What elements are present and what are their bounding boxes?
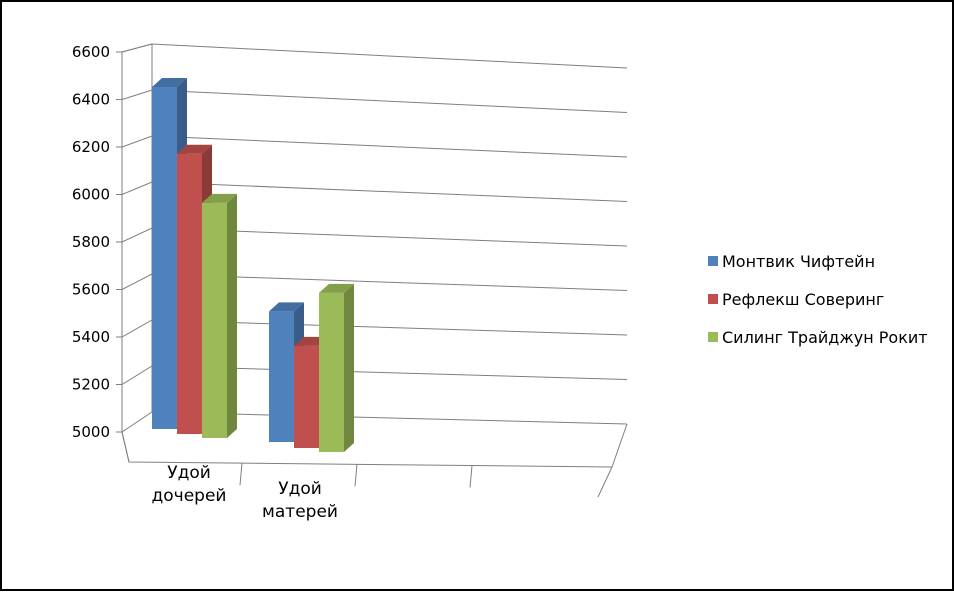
- legend-swatch: [708, 256, 718, 266]
- y-axis-tick-label: 5200: [72, 376, 110, 394]
- gridline: [121, 43, 628, 69]
- floor-category-tick: [239, 463, 243, 486]
- gridline: [121, 89, 628, 113]
- legend-swatch: [708, 332, 718, 342]
- x-axis-category-label: матерей: [262, 502, 338, 522]
- legend-swatch: [708, 294, 718, 304]
- y-axis-tick-label: 6200: [72, 138, 110, 156]
- floor-right-tick: [597, 466, 613, 498]
- legend-entry-label: Силинг Трайджун Рокит: [722, 328, 928, 347]
- x-axis-category-label: дочерей: [152, 486, 227, 506]
- bar-top: [319, 283, 354, 293]
- x-axis-category-label: Удой: [167, 463, 211, 483]
- chart-legend: Монтвик Чифтейн Рефлекш Соверинг Силинг Тр…: [708, 252, 928, 347]
- bar-front: [202, 202, 227, 438]
- y-axis-tick-labels: 5000 5200 5400 5600 5800 6000 6200 6400 6600: [72, 43, 110, 441]
- chart-bars: [152, 78, 354, 452]
- floor-category-tick: [469, 465, 473, 488]
- y-axis-tick-label: 5400: [72, 328, 110, 346]
- legend-entry-label: Рефлекш Соверинг: [722, 290, 884, 309]
- floor-category-tick: [354, 464, 358, 487]
- y-axis-tick-label: 6000: [72, 186, 110, 204]
- y-axis-tick-label: 5000: [72, 423, 110, 441]
- x-axis-category-label: Удой: [278, 479, 322, 499]
- y-axis-tick-label: 5800: [72, 233, 110, 251]
- bar-front: [319, 292, 344, 452]
- bar-top: [177, 144, 212, 154]
- bar-front: [294, 345, 319, 448]
- x-axis-category-labels: Удой дочерей Удой матерей: [152, 463, 338, 522]
- bar-top: [152, 78, 187, 87]
- bar-side: [227, 193, 237, 438]
- y-axis-tick-label: 5600: [72, 281, 110, 299]
- bar-side: [344, 283, 354, 452]
- bar-front: [269, 311, 294, 442]
- bar-front: [177, 153, 202, 434]
- y-axis-tick-label: 6600: [72, 43, 110, 61]
- bar-front: [152, 87, 177, 429]
- legend-entry-label: Монтвик Чифтейн: [722, 252, 875, 271]
- bar-top: [269, 302, 304, 312]
- floor-left-edge: [121, 431, 130, 463]
- y-axis-tick-label: 6400: [72, 91, 110, 109]
- bar-top: [202, 193, 237, 203]
